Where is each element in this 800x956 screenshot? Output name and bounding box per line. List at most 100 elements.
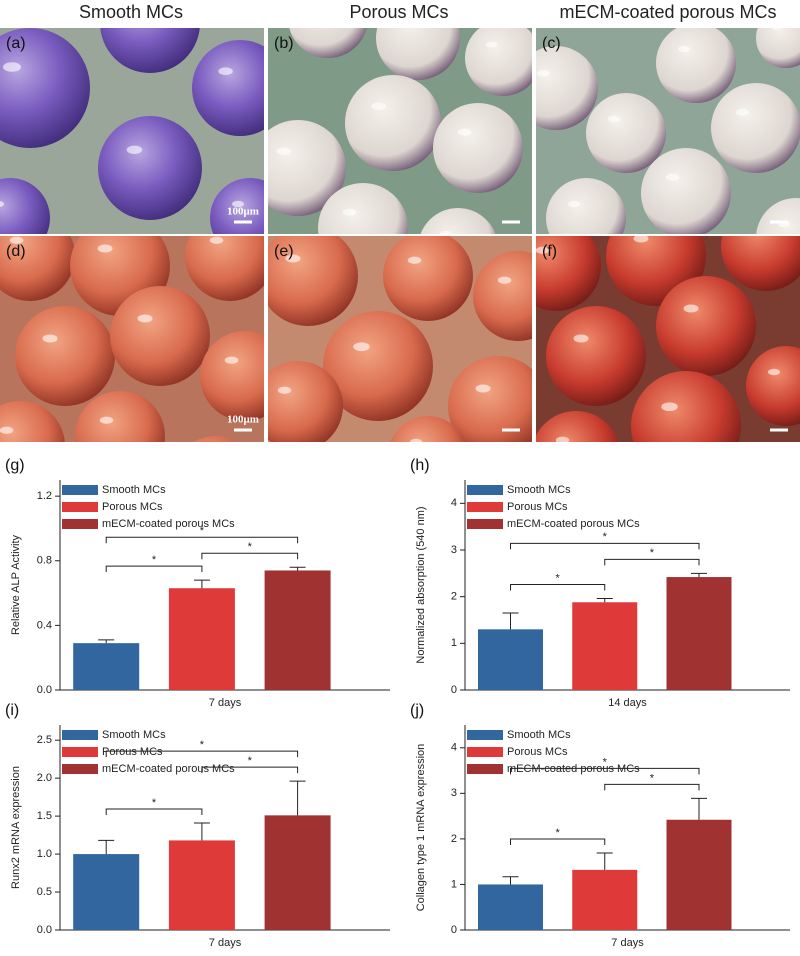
scale-bar-label: 100μm bbox=[227, 206, 259, 218]
bar bbox=[168, 588, 235, 690]
photo-panel bbox=[0, 236, 264, 442]
microcarrier bbox=[193, 436, 237, 442]
significance-bracket bbox=[604, 558, 700, 566]
highlight bbox=[440, 230, 452, 234]
y-tick-label: 2 bbox=[451, 833, 457, 845]
y-tick-label: 1.0 bbox=[37, 848, 52, 860]
highlight bbox=[0, 426, 14, 434]
legend-label: mECM-coated porous MCs bbox=[102, 518, 235, 530]
legend-label: Smooth MCs bbox=[507, 484, 571, 496]
bar bbox=[264, 570, 331, 690]
panel-label: (a) bbox=[6, 35, 26, 52]
legend-swatch bbox=[467, 730, 503, 740]
highlight bbox=[485, 41, 498, 48]
y-tick-label: 1 bbox=[451, 637, 457, 649]
highlight bbox=[209, 236, 224, 244]
y-tick-label: 0 bbox=[451, 924, 457, 936]
legend-swatch bbox=[62, 519, 98, 529]
microcarrier bbox=[0, 236, 75, 301]
y-tick-label: 0.0 bbox=[37, 684, 52, 696]
significance-bracket bbox=[510, 767, 700, 775]
y-tick-label: 1 bbox=[451, 878, 457, 890]
significance-bracket bbox=[105, 808, 203, 815]
microcarrier bbox=[586, 93, 666, 173]
significance-label: * bbox=[603, 531, 608, 543]
significance-label: * bbox=[200, 525, 205, 537]
microcarrier bbox=[15, 306, 115, 406]
microcarrier bbox=[185, 236, 264, 301]
highlight bbox=[608, 115, 620, 123]
legend-swatch bbox=[62, 485, 98, 495]
microcarrier bbox=[756, 28, 800, 68]
microcarrier bbox=[268, 236, 358, 326]
bar bbox=[666, 819, 732, 930]
highlight bbox=[661, 402, 678, 412]
highlight bbox=[407, 256, 422, 264]
microcarrier bbox=[536, 236, 601, 311]
error-bar bbox=[289, 780, 306, 816]
highlight bbox=[99, 416, 114, 424]
highlight bbox=[371, 102, 386, 111]
legend-swatch bbox=[467, 747, 503, 757]
highlight bbox=[342, 208, 357, 216]
y-tick-label: 0.0 bbox=[37, 924, 52, 936]
highlight bbox=[683, 304, 699, 313]
x-axis-label: 14 days bbox=[608, 697, 647, 709]
photo-panel bbox=[268, 28, 532, 234]
microcarrier bbox=[721, 236, 800, 291]
highlight bbox=[475, 384, 491, 393]
legend-label: mECM-coated porous MCs bbox=[507, 763, 640, 775]
bar bbox=[73, 643, 140, 690]
bar bbox=[478, 884, 543, 930]
microcarrier bbox=[536, 411, 619, 442]
bar bbox=[73, 854, 140, 930]
microcarrier bbox=[323, 311, 433, 421]
legend-swatch bbox=[467, 764, 503, 774]
microcarrier bbox=[100, 28, 200, 73]
legend-label: Porous MCs bbox=[507, 501, 568, 513]
panel-label: (j) bbox=[410, 702, 424, 719]
microcarrier bbox=[383, 236, 473, 321]
bar bbox=[572, 869, 638, 930]
significance-label: * bbox=[152, 797, 157, 809]
microcarrier bbox=[0, 401, 65, 442]
highlight bbox=[218, 67, 233, 76]
microcarrier bbox=[536, 46, 598, 130]
bar bbox=[168, 840, 235, 930]
error-bar bbox=[502, 876, 519, 885]
legend-swatch bbox=[467, 519, 503, 529]
y-tick-label: 2.0 bbox=[37, 772, 52, 784]
panel-label: (h) bbox=[410, 457, 430, 474]
legend-label: mECM-coated porous MCs bbox=[507, 518, 640, 530]
highlight bbox=[573, 334, 589, 343]
error-bar bbox=[502, 612, 519, 630]
significance-label: * bbox=[248, 755, 253, 767]
microcarrier bbox=[268, 120, 346, 216]
y-tick-label: 2.5 bbox=[37, 734, 52, 746]
highlight bbox=[410, 438, 422, 442]
highlight bbox=[353, 342, 370, 352]
legend-label: mECM-coated porous MCs bbox=[102, 763, 235, 775]
microcarrier bbox=[656, 28, 736, 103]
microcarrier bbox=[711, 83, 800, 173]
legend-swatch bbox=[62, 502, 98, 512]
error-bar bbox=[596, 598, 613, 603]
highlight bbox=[3, 62, 21, 72]
microcarrier bbox=[192, 40, 264, 136]
highlight bbox=[768, 368, 780, 376]
photo-panel bbox=[0, 28, 264, 234]
legend-label: Smooth MCs bbox=[507, 729, 571, 741]
y-tick-label: 0.8 bbox=[37, 555, 52, 567]
y-tick-label: 0.4 bbox=[37, 619, 52, 631]
highlight bbox=[735, 108, 750, 116]
microcarrier bbox=[546, 306, 646, 406]
panel-label: (g) bbox=[5, 457, 25, 474]
significance-label: * bbox=[650, 547, 655, 559]
significance-bracket bbox=[510, 542, 700, 550]
legend-swatch bbox=[467, 502, 503, 512]
legend-swatch bbox=[62, 764, 98, 774]
error-bar bbox=[193, 822, 210, 841]
y-axis-label: Collagen type 1 mRNA expression bbox=[415, 744, 427, 912]
microcarrier bbox=[631, 371, 741, 442]
